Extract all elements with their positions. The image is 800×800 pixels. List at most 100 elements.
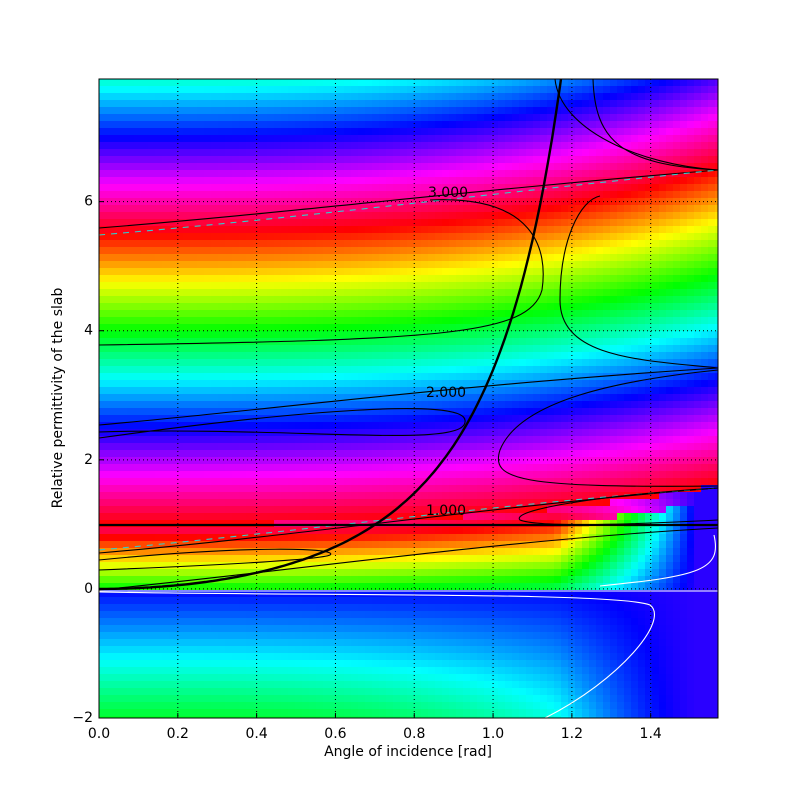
heatmap-cell [134,226,142,234]
heatmap-cell [267,205,275,213]
heatmap-cell [470,618,478,626]
heatmap-cell [344,352,352,360]
heatmap-cell [344,590,352,598]
heatmap-cell [386,366,394,374]
heatmap-cell [274,240,282,248]
heatmap-cell [120,324,128,332]
heatmap-cell [470,422,478,430]
heatmap-cell [197,527,205,535]
heatmap-cell [344,240,352,248]
heatmap-cell [449,604,457,612]
heatmap-cell [246,240,254,248]
heatmap-cell [99,688,107,696]
heatmap-cell [379,324,387,332]
heatmap-cell [162,128,170,136]
heatmap-cell [169,450,177,458]
heatmap-cell [127,303,135,311]
heatmap-cell [463,296,471,304]
heatmap-cell [463,170,471,178]
heatmap-cell [316,170,324,178]
heatmap-cell [127,716,135,718]
heatmap-cell [337,86,345,94]
heatmap-cell [162,478,170,486]
heatmap-cell [379,317,387,325]
heatmap-cell [442,331,450,339]
heatmap-cell [141,135,149,143]
heatmap-cell [295,527,303,535]
heatmap-cell [162,338,170,346]
heatmap-cell [456,380,464,388]
heatmap-cell [267,709,275,717]
heatmap-cell [246,695,254,703]
heatmap-cell [141,100,149,108]
heatmap-cell [274,513,282,521]
heatmap-cell [232,604,240,612]
heatmap-cell [456,156,464,164]
heatmap-cell [463,681,471,689]
heatmap-cell [239,632,247,640]
heatmap-cell [379,387,387,395]
heatmap-cell [365,695,373,703]
heatmap-cell [456,226,464,234]
heatmap-cell [169,331,177,339]
heatmap-cell [260,331,268,339]
heatmap-cell [421,541,429,549]
heatmap-cell [106,149,114,157]
heatmap-cell [169,471,177,479]
heatmap-cell [386,303,394,311]
heatmap-cell [253,310,261,318]
heatmap-cell [113,415,121,423]
heatmap-cell [162,86,170,94]
heatmap-cell [155,142,163,150]
heatmap-cell [386,184,394,192]
heatmap-cell [197,261,205,269]
heatmap-cell [442,471,450,479]
heatmap-cell [246,205,254,213]
heatmap-cell [183,450,191,458]
heatmap-cell [435,471,443,479]
heatmap-cell [330,317,338,325]
heatmap-cell [309,268,317,276]
heatmap-cell [414,275,422,283]
heatmap-cell [113,345,121,353]
heatmap-cell [281,569,289,577]
heatmap-cell [386,464,394,472]
heatmap-cell [400,128,408,136]
heatmap-cell [127,548,135,556]
heatmap-cell [295,86,303,94]
heatmap-cell [218,646,226,654]
heatmap-cell [239,695,247,703]
heatmap-cell [253,219,261,227]
heatmap-cell [372,562,380,570]
heatmap-cell [120,716,128,718]
heatmap-cell [246,261,254,269]
heatmap-cell [183,331,191,339]
heatmap-cell [435,457,443,465]
heatmap-cell [183,93,191,101]
heatmap-cell [330,366,338,374]
heatmap-cell [99,303,107,311]
heatmap-cell [323,583,331,591]
heatmap-cell [274,716,282,718]
heatmap-cell [295,422,303,430]
heatmap-cell [330,121,338,129]
heatmap-cell [421,296,429,304]
heatmap-cell [127,499,135,507]
heatmap-cell [176,275,184,283]
heatmap-cell [344,93,352,101]
heatmap-cell [372,597,380,605]
heatmap-cell [176,296,184,304]
heatmap-cell [134,247,142,255]
heatmap-cell [176,611,184,619]
heatmap-cell [407,639,415,647]
heatmap-cell [379,436,387,444]
heatmap-cell [470,639,478,647]
heatmap-cell [295,128,303,136]
heatmap-cell [260,401,268,409]
heatmap-cell [351,394,359,402]
heatmap-cell [162,695,170,703]
heatmap-cell [155,247,163,255]
heatmap-cell [393,415,401,423]
heatmap-cell [358,499,366,507]
heatmap-cell [204,408,212,416]
